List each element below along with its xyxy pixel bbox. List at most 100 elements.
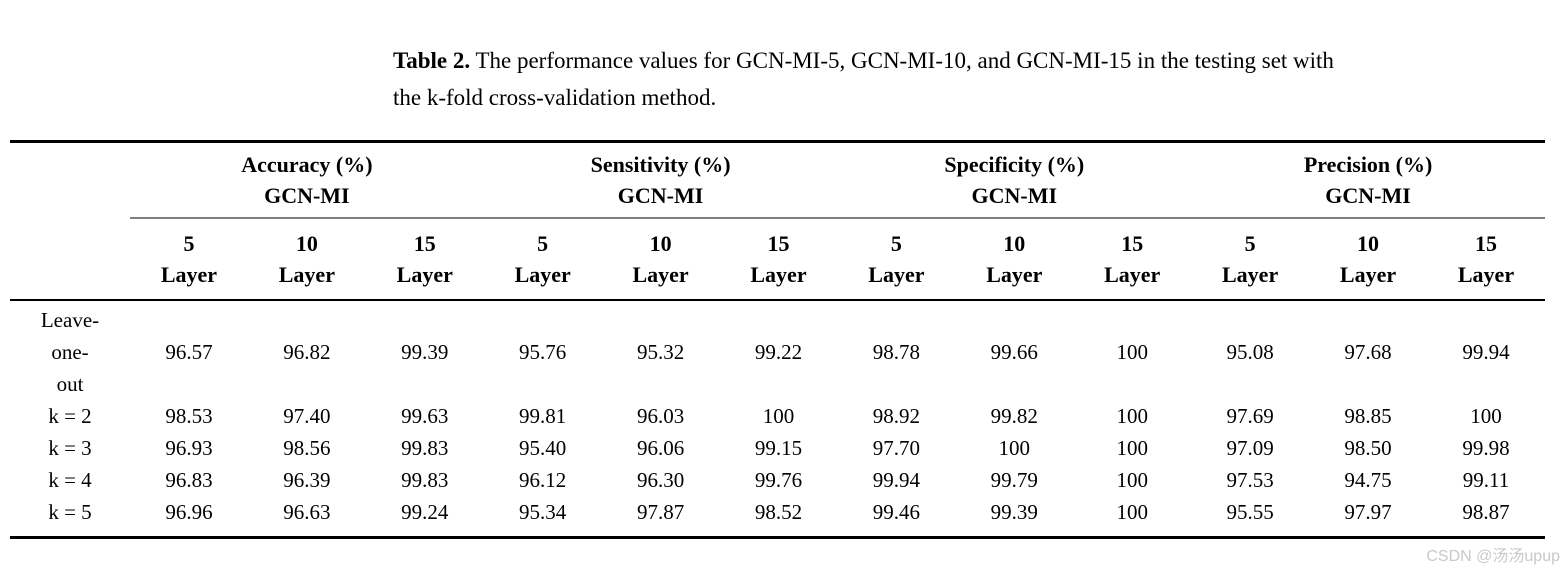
value-cell: 94.75: [1344, 467, 1392, 492]
value-cell: 99.83: [401, 435, 449, 460]
layer-header-10: 10 Layer: [1309, 217, 1427, 301]
group-header-precision: Precision (%) GCN-MI: [1191, 141, 1545, 219]
layer-unit: Layer: [986, 261, 1043, 287]
layer-count: 15: [1474, 230, 1497, 256]
value-cell: 98.85: [1344, 403, 1392, 428]
table-caption-line2: the k-fold cross-validation method.: [393, 85, 717, 110]
value-cell: 99.46: [872, 499, 921, 524]
value-cell: 99.94: [1462, 339, 1510, 364]
layer-header-10: 10 Layer: [247, 217, 366, 301]
layer-header-15: 15 Layer: [1073, 217, 1192, 301]
table-row: k = 3 96.93 98.56 99.83 95.40 96.06 99.15 97.70…: [10, 432, 1545, 464]
value-cell: 100: [1470, 403, 1502, 428]
value-cell: 97.53: [1226, 467, 1274, 492]
value-cell: 97.97: [1344, 499, 1392, 524]
row-label: k = 3: [10, 432, 130, 464]
layer-unit: Layer: [1104, 261, 1161, 287]
value-cell: 97.87: [636, 499, 685, 524]
layer-header-10: 10 Layer: [955, 217, 1074, 301]
value-cell: 96.06: [636, 435, 685, 460]
row-label: k = 2: [10, 400, 130, 432]
value-cell: 100: [1116, 403, 1148, 428]
table-row: Leave-one-out 96.57 96.82 99.39 95.76 95.32 99…: [10, 300, 1545, 400]
value-cell: 96.82: [283, 339, 331, 364]
value-cell: 98.53: [165, 403, 213, 428]
value-cell: 100: [1116, 467, 1148, 492]
layer-unit: Layer: [1457, 261, 1515, 287]
layer-header-row: 5 Layer 10 Layer 15 Layer 5 Layer 10 Layer 15 Layer…: [10, 217, 1545, 301]
table-row: k = 2 98.53 97.40 99.63 99.81 96.03 100 98.92 99…: [10, 400, 1545, 432]
group-header-sensitivity: Sensitivity (%) GCN-MI: [483, 141, 838, 219]
value-cell: 100: [1116, 435, 1148, 460]
value-cell: 100: [1116, 339, 1148, 364]
value-cell: 99.15: [754, 435, 803, 460]
value-cell: 98.50: [1344, 435, 1392, 460]
layer-count: 10: [1357, 230, 1380, 256]
value-cell: 99.81: [519, 403, 567, 428]
value-cell: 99.11: [1462, 467, 1510, 492]
value-cell: 96.96: [165, 499, 213, 524]
value-cell: 97.69: [1226, 403, 1274, 428]
group-header-accuracy: Accuracy (%) GCN-MI: [130, 141, 484, 219]
value-cell: 97.70: [872, 435, 921, 460]
value-cell: 96.03: [636, 403, 685, 428]
value-cell: 99.82: [990, 403, 1038, 428]
layer-header-5: 5 Layer: [130, 217, 248, 301]
value-cell: 99.39: [401, 339, 449, 364]
value-cell: 98.56: [283, 435, 331, 460]
layer-count: 15: [767, 230, 790, 256]
value-cell: 95.34: [519, 499, 567, 524]
row-label-line: Leave-: [40, 307, 100, 332]
metric-label: Precision (%): [1303, 151, 1433, 177]
layer-header-10: 10 Layer: [601, 217, 720, 301]
layer-unit: Layer: [160, 261, 218, 287]
corner-cell: [10, 142, 130, 218]
table-caption: Table 2. The performance values for GCN-…: [393, 42, 1558, 116]
row-label: k = 5: [10, 496, 130, 538]
model-label: GCN-MI: [971, 182, 1058, 208]
value-cell: 99.83: [401, 467, 449, 492]
value-cell: 100: [1116, 499, 1148, 524]
layer-header-15: 15 Layer: [719, 217, 838, 301]
value-cell: 98.87: [1462, 499, 1510, 524]
value-cell: 98.92: [872, 403, 921, 428]
metric-label: Specificity (%): [944, 151, 1085, 177]
layer-unit: Layer: [632, 261, 689, 287]
value-cell: 99.24: [401, 499, 449, 524]
layer-count: 15: [1121, 230, 1144, 256]
layer-count: 10: [295, 230, 318, 256]
corner-cell: [10, 217, 130, 301]
layer-unit: Layer: [868, 261, 925, 287]
value-cell: 99.79: [990, 467, 1038, 492]
layer-unit: Layer: [396, 261, 453, 287]
table-row: k = 5 96.96 96.63 99.24 95.34 97.87 98.52 99.46…: [10, 496, 1545, 538]
value-cell: 99.63: [401, 403, 449, 428]
row-label: k = 4: [10, 464, 130, 496]
metric-label: Sensitivity (%): [590, 151, 731, 177]
value-cell: 98.78: [872, 339, 921, 364]
group-header-specificity: Specificity (%) GCN-MI: [837, 141, 1192, 219]
metric-label: Accuracy (%): [241, 151, 373, 177]
table-caption-line1: The performance values for GCN-MI-5, GCN…: [475, 48, 1334, 73]
value-cell: 96.93: [165, 435, 213, 460]
value-cell: 98.52: [754, 499, 803, 524]
row-label: Leave-one-out: [10, 300, 130, 400]
value-cell: 96.12: [519, 467, 567, 492]
layer-header-15: 15 Layer: [365, 217, 484, 301]
value-cell: 100: [762, 403, 795, 428]
value-cell: 95.08: [1226, 339, 1274, 364]
value-cell: 99.76: [754, 467, 803, 492]
value-cell: 97.09: [1226, 435, 1274, 460]
value-cell: 99.98: [1462, 435, 1510, 460]
layer-unit: Layer: [514, 261, 571, 287]
value-cell: 95.55: [1226, 499, 1274, 524]
table-row: k = 4 96.83 96.39 99.83 96.12 96.30 99.76 99.94…: [10, 464, 1545, 496]
group-header-row: Accuracy (%) GCN-MI Sensitivity (%) GCN-MI S…: [10, 141, 1545, 219]
value-cell: 96.63: [283, 499, 331, 524]
layer-count: 5: [1244, 230, 1256, 256]
layer-header-5: 5 Layer: [1191, 217, 1310, 301]
value-cell: 96.30: [636, 467, 685, 492]
row-label-line: k = 2: [48, 403, 92, 428]
model-label: GCN-MI: [1325, 182, 1411, 208]
layer-count: 5: [537, 230, 549, 256]
